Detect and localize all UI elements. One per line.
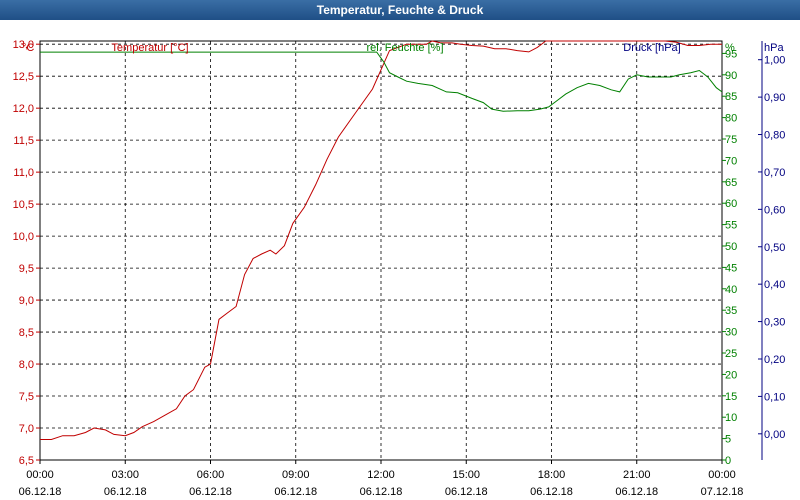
x-tick-date: 06.12.18 (274, 486, 317, 498)
x-tick-time: 09:00 (282, 469, 310, 481)
series (40, 40, 723, 440)
humidity-tick-label: 40 (725, 284, 737, 296)
x-tick-time: 06:00 (197, 469, 225, 481)
humidity-tick-label: 80 (725, 113, 737, 125)
pressure-tick-label: 0,50 (764, 242, 785, 254)
humidity-series-line (40, 51, 723, 112)
temperature-tick-label: 9,5 (19, 263, 34, 275)
temperature-unit: °C (22, 42, 34, 54)
temperature-tick-label: 13,0 (13, 39, 34, 51)
temperature-tick-label: 11,0 (13, 167, 34, 179)
pressure-tick-label: 0,40 (764, 279, 785, 291)
humidity-tick-label: 25 (725, 348, 737, 360)
pressure-unit: hPa (764, 42, 784, 54)
humidity-tick-label: 0 (725, 455, 731, 467)
x-tick-time: 15:00 (452, 469, 480, 481)
humidity-tick-label: 85 (725, 91, 737, 103)
humidity-tick-label: 5 (725, 434, 731, 446)
humidity-tick-label: 60 (725, 198, 737, 210)
temperature-tick-label: 10,5 (13, 199, 34, 211)
pressure-tick-label: 0,90 (764, 92, 785, 104)
x-tick-time: 00:00 (26, 469, 54, 481)
humidity-axis-title: rel. Feuchte [%] (366, 42, 443, 54)
x-tick-time: 03:00 (111, 469, 139, 481)
humidity-tick-label: 50 (725, 241, 737, 253)
humidity-tick-label: 65 (725, 177, 737, 189)
temperature-axis-title: Temperatur [°C] (111, 42, 188, 54)
x-tick-date: 06.12.18 (445, 486, 488, 498)
humidity-tick-label: 30 (725, 327, 737, 339)
x-tick-time: 18:00 (538, 469, 566, 481)
pressure-tick-label: 0,00 (764, 429, 785, 441)
humidity-unit: % (725, 42, 735, 54)
humidity-tick-label: 90 (725, 70, 737, 82)
x-tick-date: 06.12.18 (530, 486, 573, 498)
pressure-tick-label: 0,30 (764, 317, 785, 329)
x-tick-date: 06.12.18 (615, 486, 658, 498)
pressure-tick-label: 1,00 (764, 55, 785, 67)
x-tick-date: 07.12.18 (701, 486, 744, 498)
window-title: Temperatur, Feuchte & Druck (0, 0, 800, 20)
humidity-tick-label: 70 (725, 155, 737, 167)
x-tick-date: 06.12.18 (189, 486, 232, 498)
temperature-tick-label: 12,0 (13, 103, 34, 115)
grid (40, 41, 722, 460)
x-tick-date: 06.12.18 (19, 486, 62, 498)
labels: 00:00 06.12.18 03:00 06.12.18 06:00 06.12.18 0… (13, 39, 786, 498)
humidity-tick-label: 15 (725, 391, 737, 403)
temperature-tick-label: 7,0 (19, 423, 34, 435)
axes (36, 40, 763, 464)
chart-area: 00:00 06.12.18 03:00 06.12.18 06:00 06.12.18 0… (13, 39, 786, 498)
pressure-tick-label: 0,10 (764, 391, 785, 403)
x-tick-date: 06.12.18 (360, 486, 403, 498)
temperature-tick-label: 8,0 (19, 359, 34, 371)
x-tick-time: 12:00 (367, 469, 395, 481)
humidity-tick-label: 75 (725, 134, 737, 146)
humidity-tick-label: 10 (725, 412, 737, 424)
temperature-tick-label: 6,5 (19, 455, 34, 467)
humidity-tick-label: 20 (725, 369, 737, 381)
temperature-series-line (40, 40, 722, 440)
humidity-tick-label: 45 (725, 262, 737, 274)
x-tick-time: 00:00 (708, 469, 736, 481)
temperature-tick-label: 8,5 (19, 327, 34, 339)
x-tick-time: 21:00 (623, 469, 651, 481)
temperature-tick-label: 12,5 (13, 71, 34, 83)
temperature-tick-label: 10,0 (13, 231, 34, 243)
humidity-tick-label: 55 (725, 220, 737, 232)
pressure-tick-label: 0,60 (764, 204, 785, 216)
x-tick-date: 06.12.18 (104, 486, 147, 498)
temperature-tick-label: 7,5 (19, 391, 34, 403)
pressure-tick-label: 0,20 (764, 354, 785, 366)
humidity-tick-label: 35 (725, 305, 737, 317)
pressure-tick-label: 0,80 (764, 130, 785, 142)
pressure-tick-label: 0,70 (764, 167, 785, 179)
pressure-axis-title: Druck [hPa] (623, 42, 680, 54)
temperature-tick-label: 11,5 (13, 135, 34, 147)
temperature-tick-label: 9,0 (19, 295, 34, 307)
humidity-tick-label: 95 (725, 48, 737, 60)
